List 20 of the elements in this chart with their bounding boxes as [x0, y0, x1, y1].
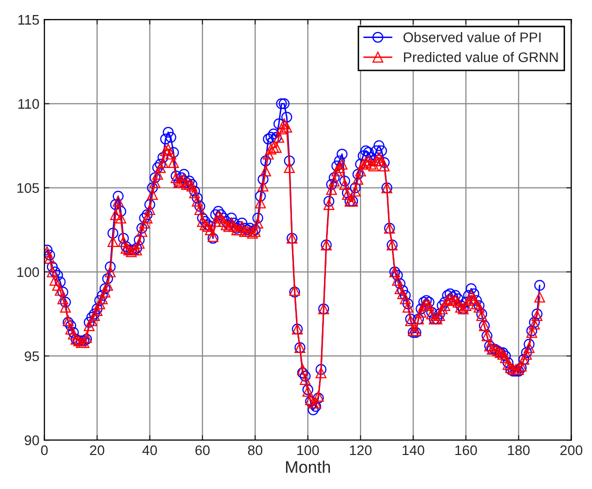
y-tick-label: 110: [18, 99, 39, 109]
legend-label: Observed value of PPI: [404, 32, 541, 42]
x-tick-label: 180: [508, 445, 530, 456]
x-tick-label: 0: [41, 445, 48, 456]
x-tick-label: 80: [248, 445, 262, 456]
y-tick-label: 90: [24, 435, 39, 446]
x-tick-label: 100: [297, 445, 319, 456]
y-tick-label: 95: [24, 351, 39, 362]
x-tick-label: 140: [402, 445, 424, 456]
y-tick-label: 100: [17, 267, 39, 278]
x-tick-label: 20: [90, 445, 104, 456]
x-tick-label: 60: [195, 445, 210, 456]
legend-label: Predicted value of GRNN: [404, 52, 558, 62]
y-tick-label: 115: [18, 15, 39, 25]
x-axis-title: Month: [286, 460, 330, 473]
x-tick-label: 160: [455, 445, 477, 456]
y-tick-label: 105: [17, 183, 39, 193]
x-tick-label: 120: [350, 445, 372, 456]
x-tick-label: 200: [560, 445, 582, 456]
x-tick-label: 40: [142, 445, 157, 456]
